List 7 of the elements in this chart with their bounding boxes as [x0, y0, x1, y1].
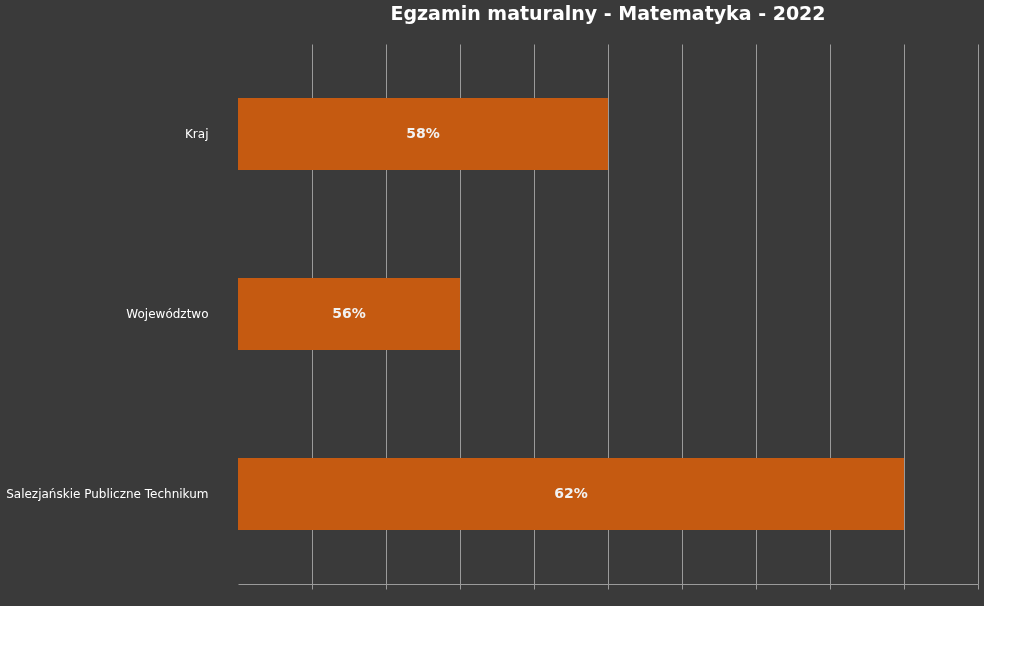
data-label: 58%: [406, 125, 440, 141]
data-label: 56%: [332, 305, 366, 321]
chart-title: Egzamin maturalny - Matematyka - 2022: [390, 2, 826, 24]
y-tick-label: Województwo: [126, 307, 209, 321]
data-label: 62%: [554, 485, 588, 501]
y-tick-label: Kraj: [185, 127, 209, 141]
y-tick-label: Salezjańskie Publiczne Technikum: [6, 487, 209, 501]
